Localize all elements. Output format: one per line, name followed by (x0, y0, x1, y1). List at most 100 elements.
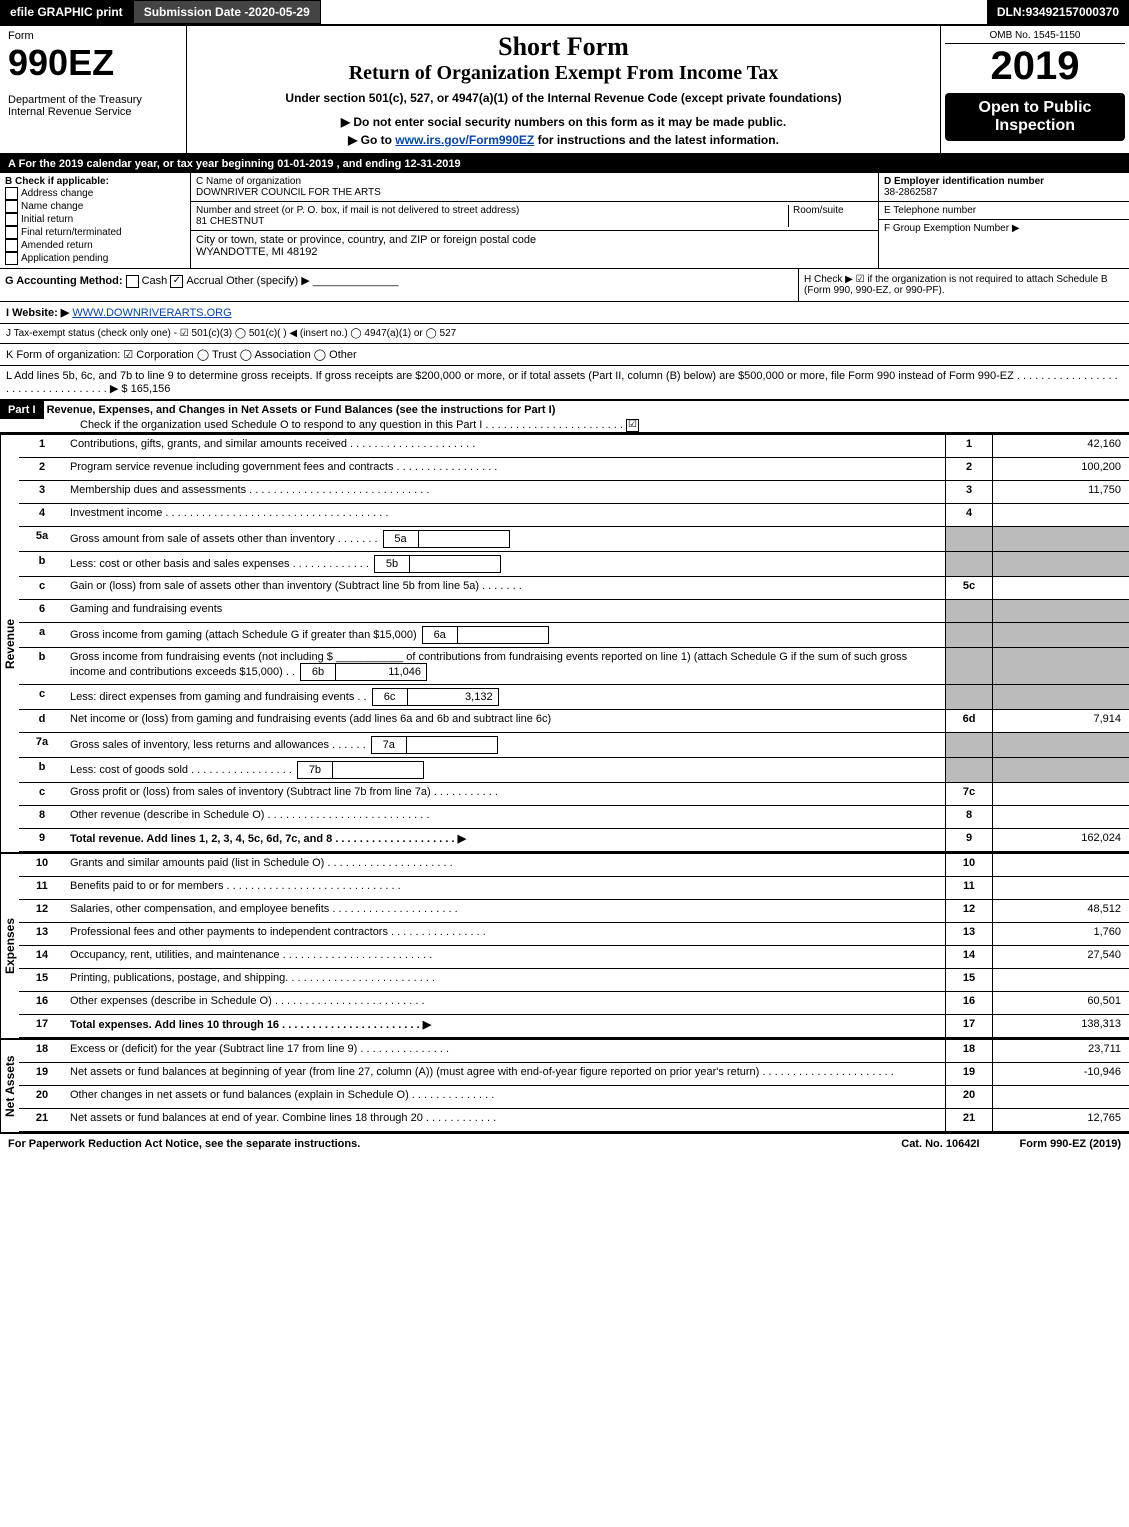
line-num: 5a (19, 527, 65, 551)
line-b: bGross income from fundraising events (n… (19, 648, 1129, 685)
l-amount: 165,156 (131, 383, 171, 395)
row-j: J Tax-exempt status (check only one) - ☑… (0, 324, 1129, 344)
form-header: Form 990EZ Department of the Treasury In… (0, 26, 1129, 155)
line-amount: 100,200 (992, 458, 1129, 480)
line-num: c (19, 783, 65, 805)
line-boxnum: 15 (945, 969, 992, 991)
line-desc: Membership dues and assessments . . . . … (65, 481, 945, 503)
form-number: 990EZ (8, 42, 178, 84)
street-value: 81 CHESTNUT (196, 216, 264, 227)
line-amount-shaded (992, 527, 1129, 551)
line-num: 1 (19, 435, 65, 457)
line-desc: Excess or (deficit) for the year (Subtra… (65, 1040, 945, 1062)
f-group: F Group Exemption Number ▶ (879, 220, 1129, 237)
line-amount (992, 504, 1129, 526)
g-cash: Cash (142, 275, 168, 287)
dln: DLN: 93492157000370 (987, 0, 1129, 24)
accrual-checkbox[interactable]: ✓ (170, 275, 183, 288)
part1-schedo-checkbox[interactable]: ☑ (626, 419, 639, 432)
line-amount: 23,711 (992, 1040, 1129, 1062)
line-boxnum: 19 (945, 1063, 992, 1085)
short-form-title: Short Form (193, 32, 934, 62)
line-desc: Gross sales of inventory, less returns a… (65, 733, 945, 757)
opt-name: Name change (21, 201, 83, 212)
line-12: 12Salaries, other compensation, and empl… (19, 900, 1129, 923)
line-amount (992, 1086, 1129, 1108)
department: Department of the Treasury (8, 94, 178, 106)
efile-print-button[interactable]: efile GRAPHIC print (0, 0, 133, 24)
line-10: 10Grants and similar amounts paid (list … (19, 854, 1129, 877)
line-amount: 42,160 (992, 435, 1129, 457)
revenue-vert-label: Revenue (0, 435, 19, 852)
line-num: 17 (19, 1015, 65, 1037)
line-amount: -10,946 (992, 1063, 1129, 1085)
sub-box: 7a (371, 736, 498, 754)
line-boxnum-shaded (945, 527, 992, 551)
opt-amended: Amended return (21, 240, 93, 251)
line-16: 16Other expenses (describe in Schedule O… (19, 992, 1129, 1015)
line-boxnum-shaded (945, 623, 992, 647)
line-boxnum: 1 (945, 435, 992, 457)
line-boxnum: 3 (945, 481, 992, 503)
line-num: 20 (19, 1086, 65, 1108)
main-title: Return of Organization Exempt From Incom… (193, 62, 934, 85)
line-boxnum: 20 (945, 1086, 992, 1108)
line-num: 13 (19, 923, 65, 945)
line-amount-shaded (992, 733, 1129, 757)
i-label: I Website: ▶ (6, 307, 69, 319)
box-b-title: B Check if applicable: (5, 176, 109, 187)
box-h: H Check ▶ ☑ if the organization is not r… (798, 269, 1129, 301)
line-boxnum-shaded (945, 758, 992, 782)
line-desc: Professional fees and other payments to … (65, 923, 945, 945)
line-boxnum: 4 (945, 504, 992, 526)
line-17: 17Total expenses. Add lines 10 through 1… (19, 1015, 1129, 1038)
line-desc: Less: direct expenses from gaming and fu… (65, 685, 945, 709)
g-accrual: Accrual (186, 275, 223, 287)
subdate-value: 2020-05-29 (248, 5, 309, 19)
part1-header: Part I Revenue, Expenses, and Changes in… (0, 401, 1129, 433)
line-amount: 27,540 (992, 946, 1129, 968)
period-text: For the 2019 calendar year, or tax year … (19, 158, 461, 170)
line-desc: Gross amount from sale of assets other t… (65, 527, 945, 551)
amended-checkbox[interactable] (5, 239, 18, 252)
street-label: Number and street (or P. O. box, if mail… (196, 205, 519, 216)
line-num: b (19, 758, 65, 782)
top-bar: efile GRAPHIC print Submission Date - 20… (0, 0, 1129, 26)
cash-checkbox[interactable] (126, 275, 139, 288)
line-amount-shaded (992, 648, 1129, 684)
line-num: 21 (19, 1109, 65, 1131)
irs-link[interactable]: www.irs.gov/Form990EZ (395, 133, 534, 147)
line-desc: Contributions, gifts, grants, and simila… (65, 435, 945, 457)
line-num: 11 (19, 877, 65, 899)
line-15: 15Printing, publications, postage, and s… (19, 969, 1129, 992)
pending-checkbox[interactable] (5, 252, 18, 265)
line-desc: Net assets or fund balances at beginning… (65, 1063, 945, 1085)
line-amount-shaded (992, 758, 1129, 782)
name-change-checkbox[interactable] (5, 200, 18, 213)
org-name: DOWNRIVER COUNCIL FOR THE ARTS (196, 187, 381, 198)
opt-final: Final return/terminated (21, 227, 122, 238)
line-desc: Gross income from fundraising events (no… (65, 648, 945, 684)
line-boxnum-shaded (945, 733, 992, 757)
l-text: L Add lines 5b, 6c, and 7b to line 9 to … (6, 370, 1118, 395)
final-return-checkbox[interactable] (5, 226, 18, 239)
line-num: c (19, 685, 65, 709)
line-num: 3 (19, 481, 65, 503)
website-link[interactable]: WWW.DOWNRIVERARTS.ORG (72, 307, 231, 319)
line-3: 3Membership dues and assessments . . . .… (19, 481, 1129, 504)
opt-addr: Address change (21, 188, 93, 199)
addr-change-checkbox[interactable] (5, 187, 18, 200)
line-desc: Printing, publications, postage, and shi… (65, 969, 945, 991)
part1-title: Revenue, Expenses, and Changes in Net As… (47, 404, 556, 416)
line-amount: 7,914 (992, 710, 1129, 732)
initial-return-checkbox[interactable] (5, 213, 18, 226)
line-num: 6 (19, 600, 65, 622)
line-boxnum: 13 (945, 923, 992, 945)
footer-left: For Paperwork Reduction Act Notice, see … (8, 1138, 360, 1150)
line-18: 18Excess or (deficit) for the year (Subt… (19, 1040, 1129, 1063)
line-desc: Less: cost of goods sold . . . . . . . .… (65, 758, 945, 782)
line-num: 8 (19, 806, 65, 828)
row-gh: G Accounting Method: Cash ✓Accrual Other… (0, 269, 1129, 302)
line-desc: Net income or (loss) from gaming and fun… (65, 710, 945, 732)
footer: For Paperwork Reduction Act Notice, see … (0, 1134, 1129, 1154)
